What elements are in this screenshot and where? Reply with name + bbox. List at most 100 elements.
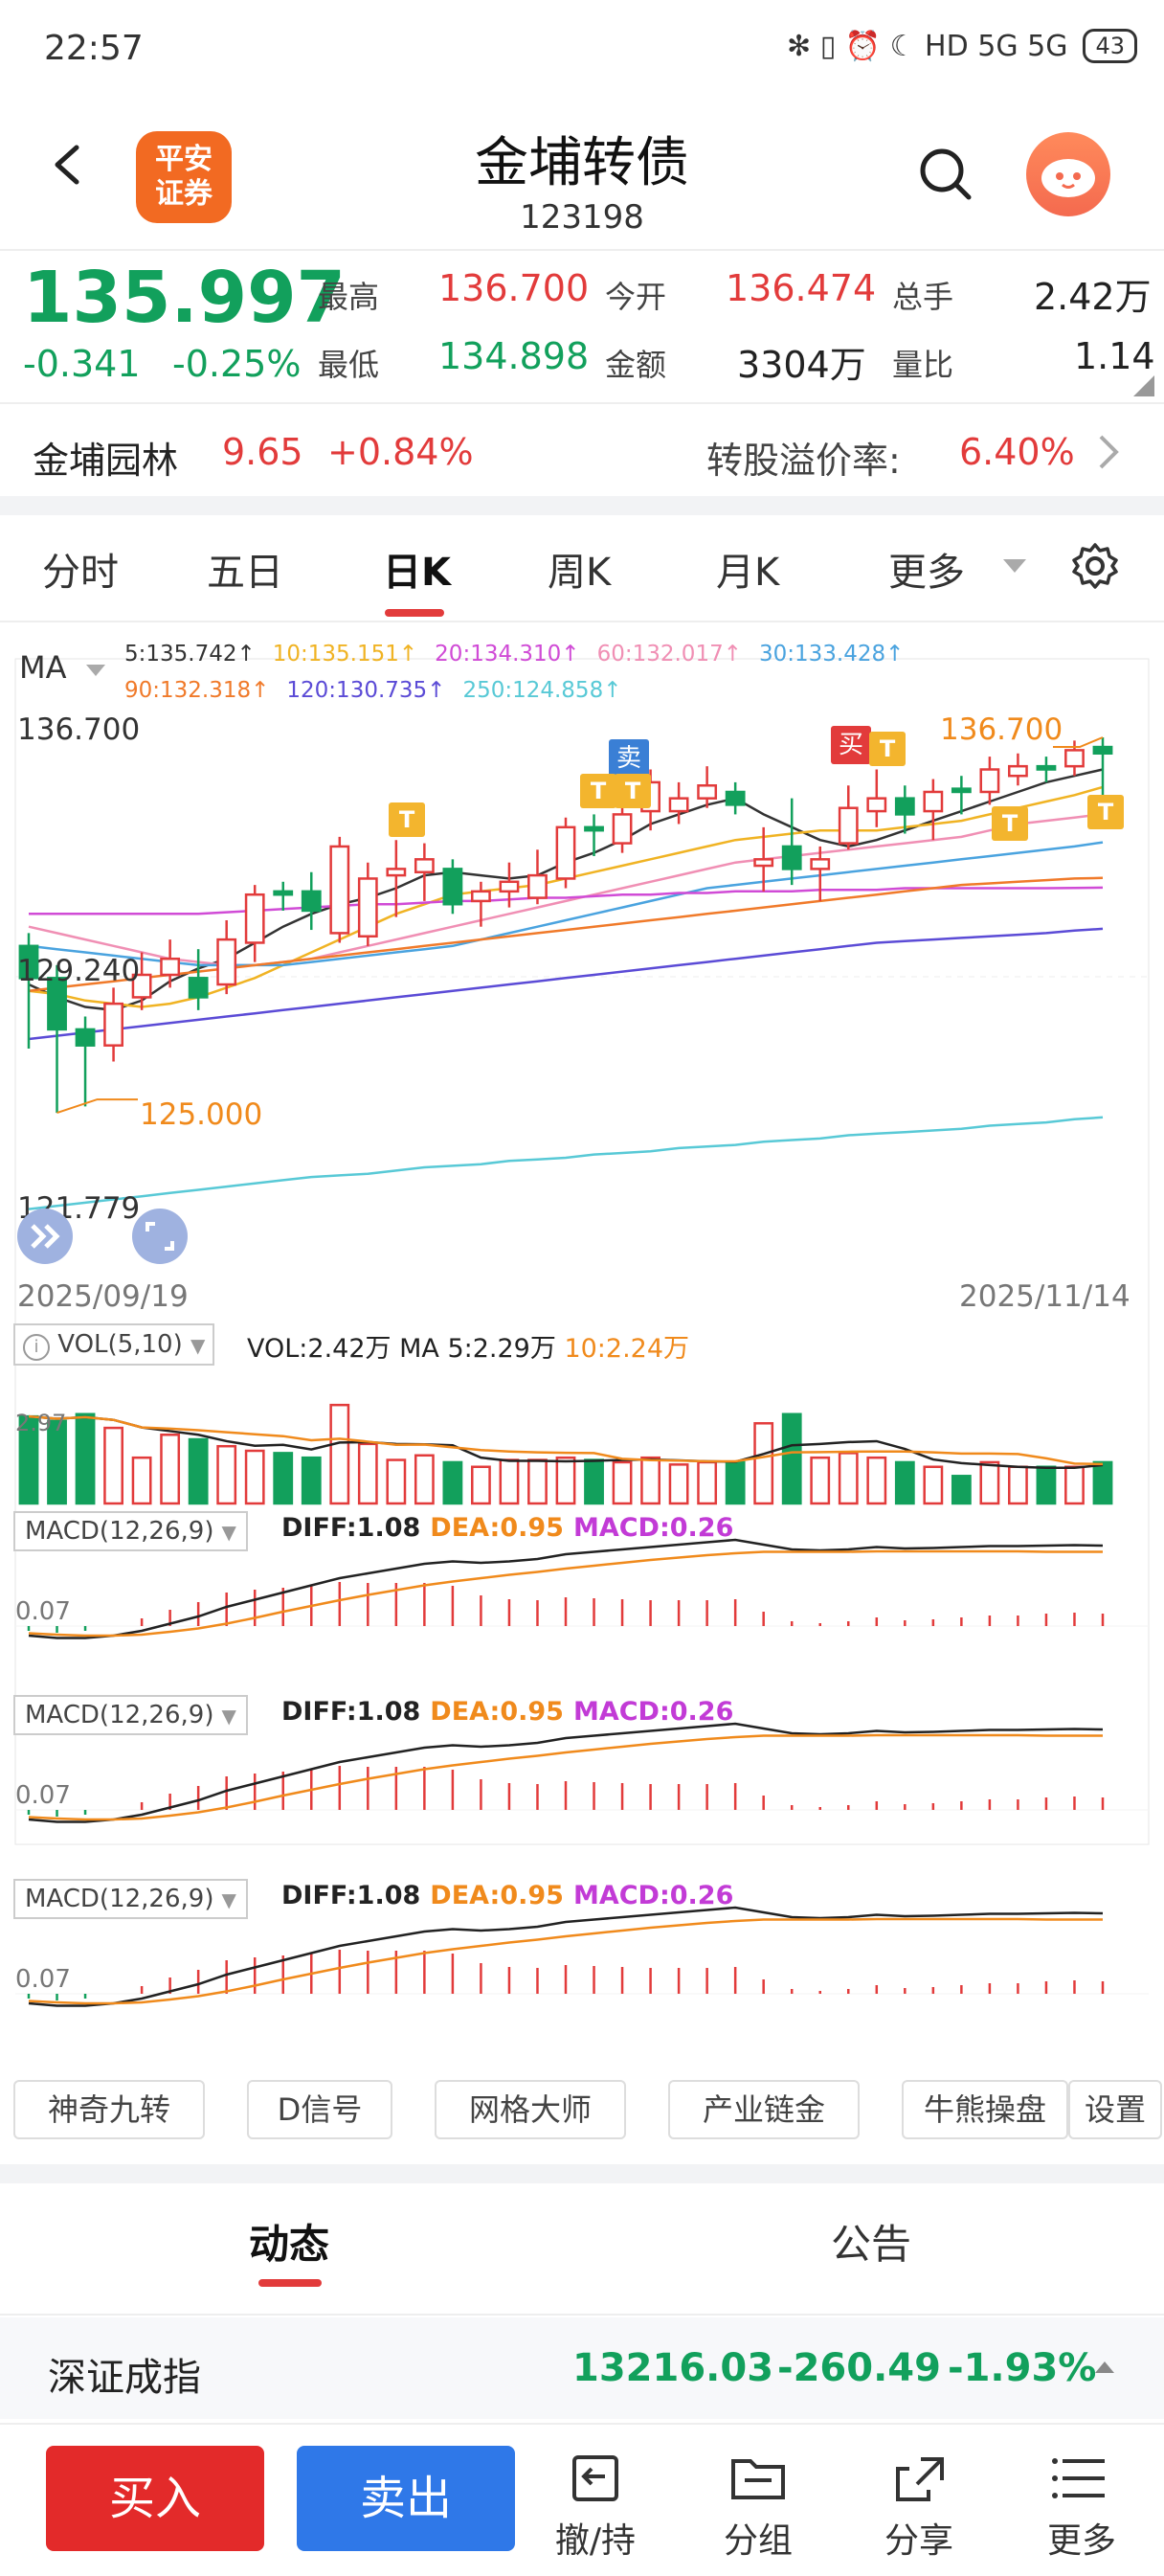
sell-tag[interactable]: 卖 — [609, 739, 649, 778]
withdraw-icon[interactable] — [548, 2452, 643, 2505]
chip-d-signal[interactable]: D信号 — [247, 2080, 392, 2139]
volume-bar — [781, 1412, 802, 1505]
candle-body — [301, 890, 322, 913]
settings-gear-icon[interactable] — [1070, 541, 1120, 591]
ma-legend-item: 30:133.428↑ — [758, 642, 905, 667]
search-icon[interactable] — [917, 146, 974, 203]
candle-body — [753, 858, 774, 868]
macd-diff-value: DIFF:1.08 — [281, 1513, 421, 1543]
fullscreen-icon[interactable] — [132, 1209, 188, 1264]
sell-button[interactable]: 卖出 — [297, 2446, 515, 2551]
candle-body — [273, 890, 294, 896]
assistant-avatar-icon[interactable] — [1026, 132, 1110, 216]
amount-label: 金额 — [605, 347, 667, 383]
volume-bar — [244, 1449, 265, 1505]
candle-body — [612, 813, 633, 845]
volume-bar — [668, 1463, 689, 1505]
ma-legend-item: 250:124.858↑ — [462, 678, 622, 703]
macd-indicator-selector[interactable]: MACD(12,26,9) ▼ — [13, 1879, 248, 1919]
t-tag[interactable]: T — [615, 774, 651, 808]
tab-news[interactable]: 动态 — [249, 2221, 330, 2268]
macd-indicator-selector[interactable]: MACD(12,26,9) ▼ — [13, 1695, 248, 1735]
expand-left-icon[interactable] — [17, 1209, 73, 1264]
tab-more[interactable]: 更多 — [888, 551, 965, 595]
more-label[interactable]: 更多 — [1046, 2521, 1116, 2561]
t-tag[interactable]: T — [1087, 795, 1124, 829]
section-gap — [0, 2164, 1164, 2183]
macd-indicator-selector[interactable]: MACD(12,26,9) ▼ — [13, 1511, 248, 1551]
buy-button[interactable]: 买入 — [46, 2446, 264, 2551]
dropdown-icon: ▼ — [190, 1334, 206, 1357]
volume-bar — [18, 1414, 39, 1505]
low-price-marker: 125.000 — [140, 1097, 263, 1132]
macd-values: DIFF:1.08 DEA:0.95 MACD:0.26 — [281, 1881, 743, 1910]
high-value: 136.700 — [438, 267, 590, 309]
macd-indicator-label: MACD(12,26,9) — [25, 1701, 214, 1729]
dropdown-triangle-icon[interactable] — [1001, 557, 1028, 576]
expand-corner-icon[interactable] — [1133, 375, 1154, 396]
price-change-pct: -0.25% — [172, 343, 302, 385]
candle-body — [103, 1002, 123, 1047]
share-label[interactable]: 分享 — [884, 2521, 953, 2561]
underlying-price: 9.65 — [222, 431, 303, 473]
candle-body — [216, 938, 237, 986]
chevron-right-icon — [1099, 435, 1119, 469]
menu-more-icon[interactable] — [1034, 2452, 1130, 2505]
macd-macd-value: MACD:0.26 — [572, 1697, 734, 1727]
candle-body — [386, 868, 407, 877]
group-label[interactable]: 分组 — [723, 2521, 793, 2561]
tab-five-day[interactable]: 五日 — [207, 551, 283, 595]
chip-magic-nine[interactable]: 神奇九转 — [13, 2080, 205, 2139]
vol-values: VOL:2.42万 MA 5:2.29万 10:2.24万 — [247, 1327, 689, 1365]
news-tab-indicator — [258, 2279, 322, 2287]
t-tag[interactable]: T — [389, 802, 425, 837]
t-tag[interactable]: T — [580, 774, 616, 808]
folder-group-icon[interactable] — [710, 2452, 806, 2505]
ma-selector[interactable]: MA — [19, 649, 107, 686]
chip-bull-bear[interactable]: 牛熊操盘 — [902, 2080, 1068, 2139]
macd-axis-label: 0.07 — [15, 1965, 71, 1994]
collapse-up-icon[interactable] — [1093, 2360, 1116, 2375]
candle-body — [329, 845, 350, 935]
candle-body — [471, 890, 491, 903]
t-tag[interactable]: T — [992, 806, 1028, 841]
page-title: 金埔转债 — [475, 132, 689, 194]
share-icon[interactable] — [871, 2452, 967, 2505]
tab-announcements[interactable]: 公告 — [831, 2221, 912, 2268]
chip-grid-master[interactable]: 网格大师 — [435, 2080, 626, 2139]
volume-ma10-line — [28, 1414, 1104, 1466]
bond-code: 123198 — [520, 198, 644, 237]
candle-body — [357, 877, 378, 938]
low-marker-line — [56, 1098, 138, 1115]
withdraw-label[interactable]: 撤/持 — [554, 2521, 637, 2561]
volume-bar — [414, 1454, 435, 1505]
logo-line1: 平安 — [155, 143, 213, 176]
active-tab-indicator — [385, 609, 444, 617]
macd-values: DIFF:1.08 DEA:0.95 MACD:0.26 — [281, 1697, 743, 1727]
volume-bar — [301, 1456, 322, 1505]
underlying-stock-row[interactable]: 金埔园林 9.65 +0.84% 转股溢价率: 6.40% — [0, 404, 1164, 496]
buy-tag[interactable]: 买 — [831, 726, 871, 764]
tab-weekly-k[interactable]: 周K — [548, 551, 612, 595]
tab-intraday[interactable]: 分时 — [42, 551, 119, 595]
volume-bar — [753, 1422, 774, 1505]
last-price: 135.997 — [23, 257, 347, 339]
premium-label: 转股溢价率: — [706, 440, 901, 482]
ratio-value: 1.14 — [1074, 335, 1155, 377]
chip-industry-chain[interactable]: 产业链金 — [668, 2080, 860, 2139]
volume-bar — [442, 1460, 463, 1505]
open-label: 今开 — [605, 279, 667, 315]
candle-body — [697, 784, 718, 800]
t-tag[interactable]: T — [869, 732, 906, 766]
volume-bar — [131, 1456, 152, 1505]
volume-ma5-line — [28, 1414, 1104, 1469]
kline-chart[interactable] — [0, 622, 1164, 2068]
vol-indicator-selector[interactable]: i VOL(5,10) ▼ — [13, 1323, 215, 1366]
tab-daily-k[interactable]: 日K — [383, 551, 451, 595]
chart-mid-price: 129.240 — [17, 954, 141, 988]
tab-monthly-k[interactable]: 月K — [716, 551, 780, 595]
back-arrow-icon[interactable] — [48, 144, 90, 186]
index-ticker[interactable]: 深证成指 13216.03 -260.49 -1.93% — [0, 2317, 1164, 2419]
macd-dea-value: DEA:0.95 — [430, 1513, 564, 1543]
chip-settings[interactable]: 设置 — [1068, 2080, 1162, 2139]
